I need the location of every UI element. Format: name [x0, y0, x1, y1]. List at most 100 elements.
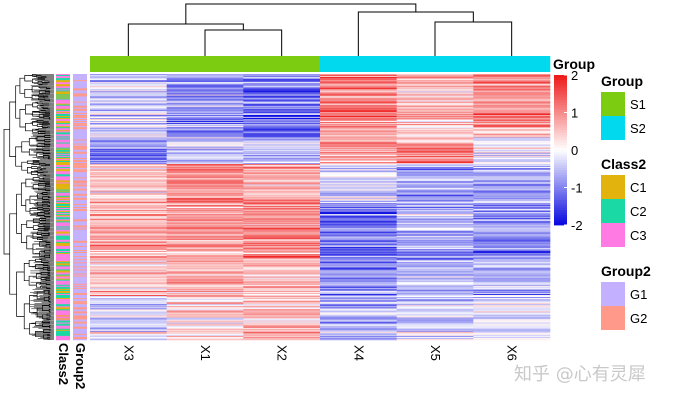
heatmap-cell [396, 319, 474, 321]
heatmap-cell [90, 312, 167, 314]
class2-cell [56, 259, 70, 261]
heatmap-cell [320, 287, 397, 290]
group2-cell [73, 303, 87, 305]
class2-cell [56, 137, 70, 139]
heatmap-cell [320, 215, 397, 217]
heatmap-cell [243, 182, 321, 184]
heatmap-cell [166, 238, 244, 240]
heatmap-cell [90, 306, 167, 308]
heatmap-cell [90, 309, 167, 311]
heatmap-cell [320, 87, 397, 89]
heatmap-cell [396, 282, 474, 284]
heatmap-cell [166, 110, 244, 113]
class2-cell [56, 109, 70, 112]
heatmap-cell [473, 316, 551, 318]
heatmap-cell [473, 83, 551, 85]
heatmap-cell [473, 165, 551, 167]
heatmap-cell [166, 284, 244, 287]
column-dendrogram [127, 3, 513, 56]
heatmap-cell [320, 303, 397, 305]
group2-cell [73, 183, 87, 185]
heatmap-cell [166, 114, 244, 117]
heatmap-cell [396, 308, 474, 310]
heatmap-cell [243, 172, 321, 174]
heatmap-cell [396, 258, 474, 260]
heatmap-cell [396, 200, 474, 203]
heatmap-cell [473, 263, 551, 265]
heatmap-cell [166, 120, 244, 122]
heatmap-cell [396, 305, 474, 307]
class2-cell [56, 121, 70, 123]
group2-cell [73, 262, 87, 264]
heatmap-cell [320, 219, 397, 221]
group2-cell [73, 125, 87, 127]
heatmap-cell [243, 216, 321, 218]
heatmap-cell [396, 231, 474, 233]
heatmap-cell [320, 186, 397, 188]
heatmap-cell [243, 318, 321, 320]
heatmap-cell [243, 79, 321, 81]
class2-cell [56, 283, 70, 285]
heatmap-cell [243, 294, 321, 297]
dendrogram-branch [38, 114, 44, 118]
heatmap-cell [473, 103, 551, 105]
class2-cell [56, 91, 70, 93]
legend-title-group2: Group2 [601, 263, 651, 279]
heatmap-cell [473, 321, 551, 323]
dendrogram-branch [29, 323, 36, 335]
heatmap-cell [166, 325, 244, 327]
heatmap-cell [396, 108, 474, 111]
heatmap-cell [473, 140, 551, 142]
heatmap-cell [396, 167, 474, 169]
heatmap-cell [396, 218, 474, 220]
heatmap-cell [166, 282, 244, 284]
heatmap-cell [243, 132, 321, 134]
heatmap-cell [243, 153, 321, 156]
heatmap-cell [473, 266, 551, 268]
group2-cell [73, 195, 87, 198]
heatmap-cell [90, 324, 167, 326]
heatmap-cell [396, 188, 474, 190]
heatmap-cell [243, 207, 321, 209]
group2-cell [73, 246, 87, 249]
heatmap-cell [473, 319, 551, 321]
heatmap-cell [473, 90, 551, 92]
heatmap-cell [90, 173, 167, 175]
color-scale-step [554, 112, 567, 116]
heatmap-cell [473, 77, 551, 79]
heatmap-cell [243, 159, 321, 162]
heatmap-cell [320, 240, 397, 243]
heatmap-cell [473, 151, 551, 154]
dendrogram-branch [42, 155, 49, 159]
heatmap-cell [166, 123, 244, 125]
heatmap-cell [90, 172, 167, 174]
heatmap-cell [396, 297, 474, 299]
heatmap-cell [473, 333, 551, 336]
heatmap-cell [396, 164, 474, 166]
heatmap-cell [473, 260, 551, 262]
heatmap-cell [473, 102, 551, 104]
heatmap-cell [473, 125, 551, 127]
group2-cell [73, 177, 87, 179]
heatmap-cell [243, 179, 321, 181]
group2-cell [73, 138, 87, 140]
heatmap-cell [396, 330, 474, 333]
heatmap-cell [243, 285, 321, 288]
heatmap-cell [473, 75, 551, 77]
heatmap-cell [243, 304, 321, 306]
heatmap-cell [90, 299, 167, 301]
heatmap-cell [166, 321, 244, 323]
heatmap-cell [320, 220, 397, 222]
heatmap-cell [243, 121, 321, 123]
heatmap-cell [396, 253, 474, 255]
heatmap-cell [473, 292, 551, 295]
heatmap-cell [320, 135, 397, 137]
group2-cell [73, 318, 87, 320]
heatmap-cell [166, 207, 244, 209]
heatmap-cell [320, 320, 397, 322]
heatmap-cell [473, 240, 551, 243]
heatmap-cell [90, 103, 167, 105]
heatmap-cell [473, 208, 551, 210]
heatmap-cell [473, 278, 551, 280]
heatmap-cell [166, 158, 244, 161]
